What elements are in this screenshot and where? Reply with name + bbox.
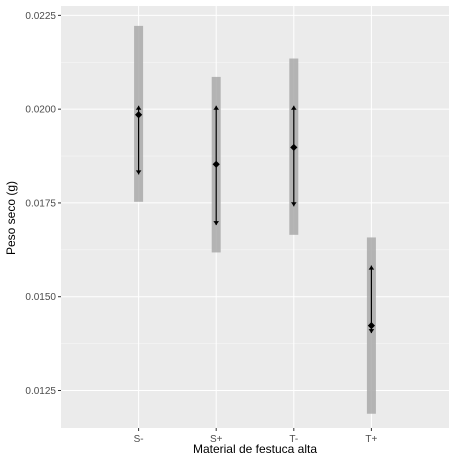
se-arrow-up <box>291 105 297 110</box>
y-tick-label: 0.0225 <box>25 11 56 22</box>
mean-point <box>212 160 220 168</box>
se-arrow-down <box>213 221 219 226</box>
plot-panel <box>61 6 449 428</box>
mean-point <box>367 321 375 330</box>
y-axis: 0.0125 0.0150 0.0175 0.0200 0.0225 <box>25 11 61 397</box>
y-axis-title: Peso seco (g) <box>4 181 18 255</box>
mean-point <box>290 143 298 152</box>
se-arrow-down <box>135 170 142 175</box>
x-tick-label: T+ <box>365 434 377 445</box>
x-tick-label: T- <box>289 434 298 445</box>
x-tick-label: S- <box>134 434 144 445</box>
se-arrow-up <box>135 105 142 110</box>
x-axis: S- S+ T- T+ <box>134 428 378 445</box>
y-tick-label: 0.0125 <box>25 386 56 397</box>
grid-minor <box>61 62 449 344</box>
y-tick-label: 0.0175 <box>25 198 56 209</box>
se-arrow-up <box>368 265 375 270</box>
x-tick-label: S+ <box>210 434 223 445</box>
se-arrow-down <box>291 202 297 207</box>
y-tick-label: 0.0150 <box>25 292 56 303</box>
mean-point <box>135 111 143 119</box>
mean-points <box>135 111 375 330</box>
se-arrow-up <box>213 105 219 110</box>
x-axis-title: Material de festuca alta <box>193 442 317 456</box>
se-bars <box>135 105 375 334</box>
se-arrow-down <box>368 329 375 334</box>
y-tick-label: 0.0200 <box>25 105 56 116</box>
